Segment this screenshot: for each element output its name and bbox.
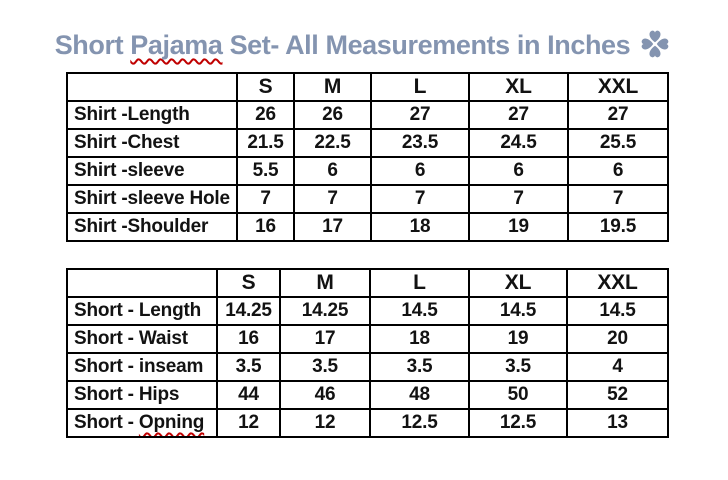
table-row: Short - Length 14.25 14.25 14.5 14.5 14.5 (66, 296, 669, 326)
measurement-cell: 13 (566, 408, 669, 438)
measurement-cell: 14.25 (216, 296, 281, 326)
measurement-cell: 19 (468, 212, 569, 242)
measurement-cell: 14.5 (369, 296, 470, 326)
measurement-cell: 18 (370, 212, 470, 242)
table-row: Short - Opning 12 12 12.5 12.5 13 (66, 408, 669, 438)
misspelled-word: Opning (138, 412, 205, 433)
title-text-end: Set- All Measurements in Inches (222, 30, 631, 60)
measurement-cell: 4 (566, 352, 669, 382)
measurement-cell: 46 (279, 380, 371, 410)
measurement-cell: 14.5 (468, 296, 568, 326)
measurement-cell: 52 (566, 380, 669, 410)
size-header-m: M (293, 72, 372, 102)
measurement-cell: 48 (369, 380, 470, 410)
measurement-cell: 50 (468, 380, 568, 410)
measurement-cell: 17 (293, 212, 372, 242)
measurement-cell: 3.5 (279, 352, 371, 382)
size-header-m: M (279, 268, 371, 298)
measurement-cell: 12 (279, 408, 371, 438)
table-row: Shirt -sleeve 5.5 6 6 6 6 (66, 156, 669, 186)
measurement-cell: 27 (567, 100, 669, 130)
size-header-s: S (236, 72, 295, 102)
measurement-cell: 3.5 (369, 352, 470, 382)
size-header-l: L (369, 268, 470, 298)
row-label: Shirt -Length (66, 100, 238, 130)
measurement-cell: 7 (370, 184, 470, 214)
measurement-cell: 20 (566, 324, 669, 354)
measurement-cell: 25.5 (567, 128, 669, 158)
size-header-row: S M L XL XXL (66, 268, 669, 298)
row-label: Short - Length (66, 296, 218, 326)
measurement-cell: 7 (468, 184, 569, 214)
measurement-cell: 12.5 (369, 408, 470, 438)
row-label: Short - inseam (66, 352, 218, 382)
measurement-cell: 21.5 (236, 128, 295, 158)
size-header-s: S (216, 268, 281, 298)
row-label: Short - Opning (66, 408, 218, 438)
table-row: Short - Waist 16 17 18 19 20 (66, 324, 669, 354)
row-label: Shirt -Chest (66, 128, 238, 158)
measurement-cell: 3.5 (216, 352, 281, 382)
measurement-cell: 26 (293, 100, 372, 130)
measurement-cell: 6 (468, 156, 569, 186)
measurement-cell: 5.5 (236, 156, 295, 186)
measurement-cell: 7 (236, 184, 295, 214)
size-header-xl: XL (468, 268, 568, 298)
table-row: Shirt -Length 26 26 27 27 27 (66, 100, 669, 130)
measurement-cell: 14.5 (566, 296, 669, 326)
corner-cell (66, 268, 218, 298)
table-row: Short - inseam 3.5 3.5 3.5 3.5 4 (66, 352, 669, 382)
title-misspelled-word: Pajama (130, 30, 223, 60)
measurement-cell: 6 (567, 156, 669, 186)
measurement-cell: 3.5 (468, 352, 568, 382)
measurement-cell: 18 (369, 324, 470, 354)
measurement-cell: 22.5 (293, 128, 372, 158)
measurement-cell: 19.5 (567, 212, 669, 242)
measurement-cell: 6 (293, 156, 372, 186)
measurement-cell: 6 (370, 156, 470, 186)
measurement-cell: 44 (216, 380, 281, 410)
measurement-cell: 27 (370, 100, 470, 130)
measurement-cell: 26 (236, 100, 295, 130)
size-header-xxl: XXL (566, 268, 669, 298)
corner-cell (66, 72, 238, 102)
row-label: Shirt -sleeve Hole (66, 184, 238, 214)
title-text-start: Short (54, 30, 131, 60)
measurement-cell: 12 (216, 408, 281, 438)
measurement-cell: 7 (293, 184, 372, 214)
shirt-measurements-table: S M L XL XXL Shirt -Length 26 26 27 27 27 Shirt -C… (66, 72, 669, 242)
four-hearts-clover-icon (641, 30, 669, 58)
row-label: Short - Waist (66, 324, 218, 354)
size-header-row: S M L XL XXL (66, 72, 669, 102)
measurement-cell: 16 (216, 324, 281, 354)
row-label: Shirt -sleeve (66, 156, 238, 186)
measurement-cell: 14.25 (279, 296, 371, 326)
page-title: Short Pajama Set- All Measurements in In… (0, 26, 728, 62)
table-row: Shirt -Chest 21.5 22.5 23.5 24.5 25.5 (66, 128, 669, 158)
size-header-l: L (370, 72, 470, 102)
measurement-cell: 27 (468, 100, 569, 130)
table-row: Short - Hips 44 46 48 50 52 (66, 380, 669, 410)
measurement-cell: 16 (236, 212, 295, 242)
size-header-xl: XL (468, 72, 569, 102)
row-label: Short - Hips (66, 380, 218, 410)
measurement-cell: 23.5 (370, 128, 470, 158)
measurement-cell: 17 (279, 324, 371, 354)
size-header-xxl: XXL (567, 72, 669, 102)
table-row: Shirt -Shoulder 16 17 18 19 19.5 (66, 212, 669, 242)
short-measurements-table: S M L XL XXL Short - Length 14.25 14.25 14.5 14.… (66, 268, 669, 438)
measurement-cell: 7 (567, 184, 669, 214)
table-row: Shirt -sleeve Hole 7 7 7 7 7 (66, 184, 669, 214)
measurement-cell: 19 (468, 324, 568, 354)
measurement-cell: 24.5 (468, 128, 569, 158)
measurement-cell: 12.5 (468, 408, 568, 438)
row-label: Shirt -Shoulder (66, 212, 238, 242)
